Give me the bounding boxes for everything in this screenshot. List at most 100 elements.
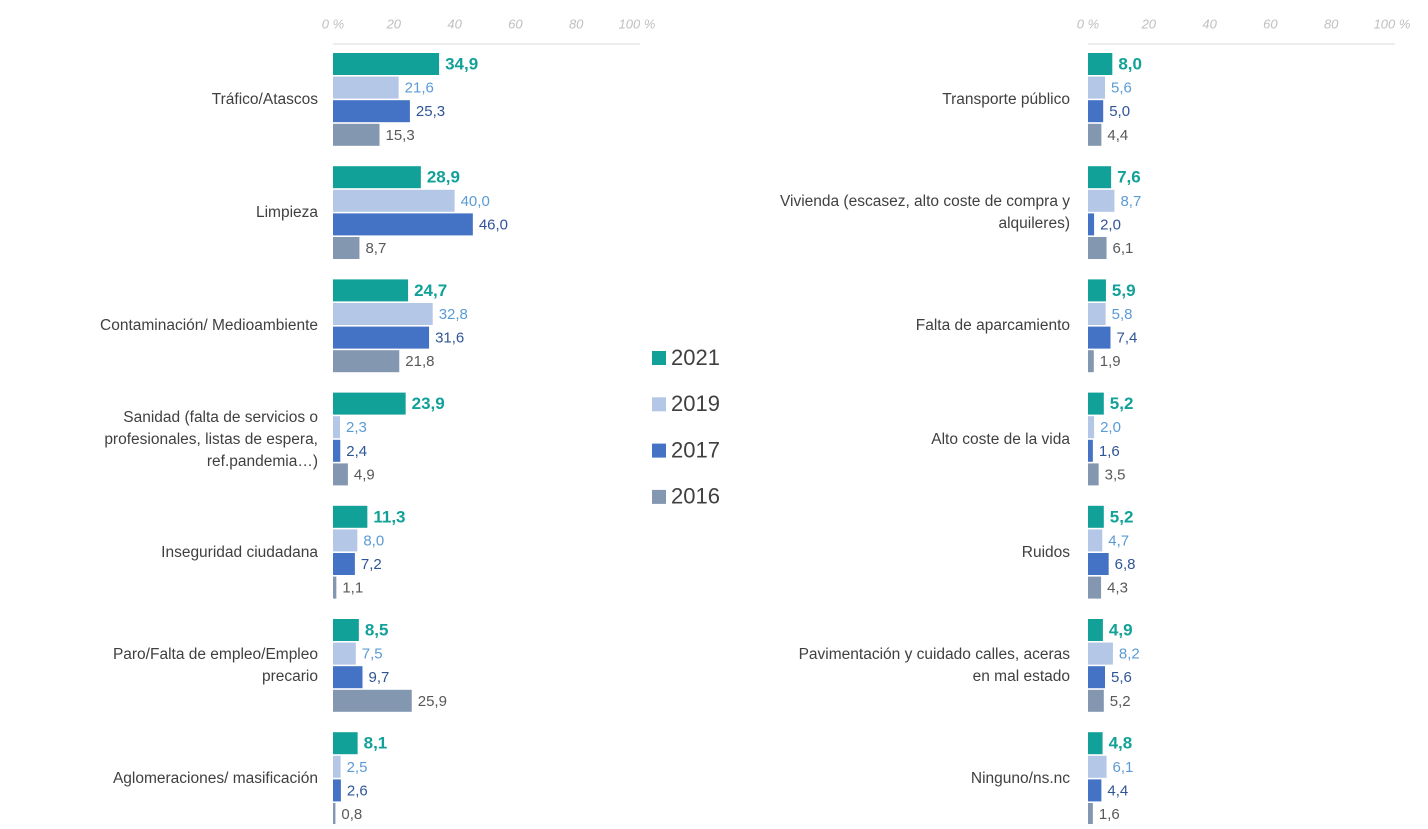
bar <box>1088 392 1104 415</box>
value-label: 5,2 <box>1110 693 1131 710</box>
value-label: 7,6 <box>1117 168 1141 187</box>
value-label: 6,1 <box>1113 759 1134 776</box>
value-label: 40,0 <box>461 193 490 210</box>
value-label: 21,6 <box>405 80 434 97</box>
value-label: 28,9 <box>427 168 460 187</box>
value-label: 1,9 <box>1100 353 1121 370</box>
value-label: 24,7 <box>414 281 447 300</box>
bar <box>333 619 359 641</box>
bar <box>1088 123 1102 146</box>
legend-label: 2021 <box>671 345 720 370</box>
bar <box>1088 553 1109 575</box>
value-label: 4,9 <box>1109 620 1133 639</box>
value-label: 5,2 <box>1110 507 1134 526</box>
bar <box>1088 213 1095 236</box>
bar <box>333 576 337 599</box>
bar <box>1088 326 1111 349</box>
bar <box>1088 619 1103 641</box>
value-label: 4,8 <box>1109 734 1133 753</box>
bar <box>333 416 340 439</box>
value-label: 7,2 <box>361 556 382 573</box>
bar <box>333 689 412 712</box>
bar <box>1088 303 1106 325</box>
value-label: 5,6 <box>1111 80 1132 97</box>
bar <box>333 505 368 528</box>
bar <box>1088 189 1115 212</box>
value-label: 9,7 <box>368 669 389 686</box>
bar <box>1088 755 1107 778</box>
bar <box>333 392 406 415</box>
bar <box>333 755 341 778</box>
bar <box>333 463 348 486</box>
category-label: Inseguridad ciudadana <box>161 543 318 561</box>
legend-swatch <box>652 489 666 504</box>
bar <box>1088 237 1107 259</box>
category-label: Vivienda (escasez, alto coste de compra … <box>779 193 1070 233</box>
bar <box>333 803 336 825</box>
category-label: Ruidos <box>1021 543 1070 561</box>
bar <box>333 553 355 575</box>
value-label: 0,8 <box>341 806 362 823</box>
legend-label: 2019 <box>671 391 720 416</box>
category-label-box: Aglomeraciones/ masificación <box>112 770 318 788</box>
category-label-box: Paro/Falta de empleo/Empleo precario <box>113 646 318 685</box>
category-label: Transporte público <box>942 91 1070 108</box>
category-label: Sanidad (falta de servicios o profesiona… <box>104 408 318 470</box>
category-label-box: Alto coste de la vida <box>931 430 1070 448</box>
category-label-box: Inseguridad ciudadana <box>161 543 318 561</box>
x-tick-label: 100 % <box>1374 16 1411 31</box>
value-label: 25,9 <box>418 693 447 710</box>
value-label: 8,7 <box>365 240 386 257</box>
x-tick-label: 20 <box>386 16 402 31</box>
value-label: 8,1 <box>364 734 388 753</box>
bar <box>1088 416 1095 439</box>
x-tick-label: 0 % <box>1077 16 1099 31</box>
value-label: 7,5 <box>362 646 383 663</box>
bar <box>1088 439 1093 462</box>
value-label: 1,1 <box>342 580 363 597</box>
category-label-box: Ninguno/ns.nc <box>970 770 1070 788</box>
bar <box>333 100 410 123</box>
bar <box>333 76 399 99</box>
x-tick-label: 100 % <box>619 16 656 31</box>
legend-swatch <box>652 397 666 412</box>
bar <box>1088 732 1103 755</box>
value-label: 5,8 <box>1112 306 1133 323</box>
value-label: 23,9 <box>412 394 445 413</box>
category-label-box: Transporte público <box>942 91 1070 108</box>
legend-swatch <box>652 443 666 458</box>
x-tick-label: 40 <box>1202 16 1217 31</box>
value-label: 31,6 <box>435 330 464 347</box>
bar <box>1088 100 1104 123</box>
bar <box>333 642 356 665</box>
bar <box>333 189 455 212</box>
value-label: 5,9 <box>1112 281 1136 300</box>
value-label: 4,7 <box>1108 532 1129 549</box>
category-label: Aglomeraciones/ masificación <box>112 770 318 788</box>
bar <box>1088 529 1103 552</box>
bar <box>333 123 380 146</box>
bar <box>1088 576 1102 599</box>
category-label-box: Limpieza <box>256 204 318 221</box>
category-label: Alto coste de la vida <box>931 430 1070 448</box>
bar <box>1088 279 1106 302</box>
value-label: 2,6 <box>347 782 368 799</box>
bar <box>1088 166 1112 189</box>
category-label: Contaminación/ Medioambiente <box>100 317 318 335</box>
bar <box>1088 350 1094 373</box>
bar <box>333 303 433 325</box>
value-label: 8,0 <box>1118 54 1142 73</box>
bar <box>333 779 341 802</box>
value-label: 46,0 <box>479 216 508 233</box>
bar <box>1088 779 1102 802</box>
bar <box>333 350 400 373</box>
bar <box>333 732 358 755</box>
category-label: Ninguno/ns.nc <box>970 770 1070 788</box>
value-label: 32,8 <box>439 306 468 323</box>
bar <box>1088 803 1093 825</box>
category-label-box: Vivienda (escasez, alto coste de compra … <box>779 193 1070 233</box>
category-label: Pavimentación y cuidado calles, aceras e… <box>798 646 1070 685</box>
value-label: 8,0 <box>363 532 384 549</box>
x-tick-label: 0 % <box>322 16 344 31</box>
